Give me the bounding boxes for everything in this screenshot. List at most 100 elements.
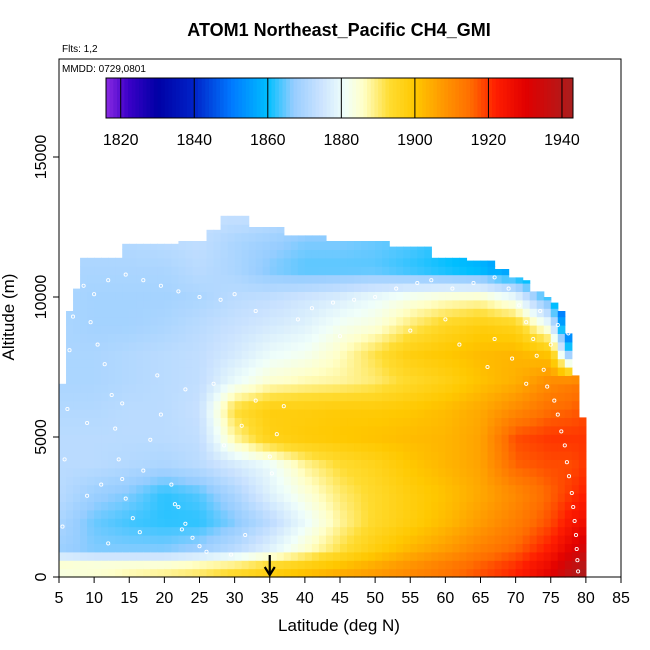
heatmap-cell: [403, 257, 411, 267]
heatmap-cell: [382, 560, 390, 570]
heatmap-cell: [375, 291, 383, 301]
heatmap-cell: [375, 308, 383, 318]
heatmap-cell: [87, 350, 95, 360]
heatmap-cell: [354, 434, 362, 444]
heatmap-cell: [87, 308, 95, 318]
sample-point: [243, 532, 248, 538]
heatmap-cell: [410, 526, 418, 536]
heatmap-cell: [66, 350, 74, 360]
heatmap-cell: [480, 476, 489, 486]
heatmap-cell: [234, 367, 243, 376]
heatmap-cell: [297, 358, 306, 368]
heatmap-cell: [262, 367, 271, 376]
heatmap-cell: [522, 501, 531, 511]
heatmap-cell: [459, 283, 468, 292]
heatmap-cell: [543, 451, 552, 460]
heatmap-cell: [136, 291, 144, 301]
heatmap-cell: [347, 291, 355, 301]
heatmap-cell: [529, 467, 538, 477]
heatmap-cell: [431, 350, 439, 360]
heatmap-cell: [276, 257, 285, 267]
y-tick-label: 0: [33, 572, 50, 581]
heatmap-cell: [213, 434, 222, 444]
x-tick-label: 85: [612, 590, 630, 607]
heatmap-cell: [501, 417, 510, 427]
heatmap-cell: [248, 308, 257, 318]
heatmap-cell: [571, 568, 580, 578]
heatmap-cell: [410, 274, 418, 284]
heatmap-cell: [290, 425, 299, 435]
heatmap-cell: [438, 350, 446, 360]
heatmap-cell: [318, 560, 327, 570]
heatmap-cell: [73, 325, 81, 334]
heatmap-cell: [199, 535, 208, 544]
heatmap-cell: [115, 535, 123, 544]
sample-point: [197, 544, 202, 549]
heatmap-cell: [515, 493, 524, 502]
heatmap-cell: [515, 459, 524, 469]
heatmap-cell: [241, 299, 250, 309]
heatmap-cell: [508, 451, 517, 460]
heatmap-cell: [171, 308, 180, 318]
heatmap-cell: [403, 367, 411, 376]
heatmap-cell: [438, 299, 446, 309]
heatmap-cell: [424, 476, 432, 486]
heatmap-cell: [157, 535, 165, 544]
heatmap-cell: [206, 392, 215, 402]
heatmap-cell: [473, 501, 482, 511]
heatmap-cell: [108, 493, 116, 502]
heatmap-cell: [66, 358, 74, 368]
heatmap-cell: [206, 509, 215, 519]
heatmap-cell: [283, 417, 292, 427]
heatmap-cell: [122, 257, 130, 267]
heatmap-cell: [431, 266, 439, 276]
heatmap-cell: [136, 308, 144, 318]
heatmap-cell: [248, 358, 257, 368]
heatmap-cell: [382, 325, 390, 334]
heatmap-cell: [178, 543, 187, 553]
heatmap-cell: [192, 375, 201, 385]
sample-point: [85, 420, 90, 426]
heatmap-cell: [178, 341, 187, 351]
heatmap-cell: [262, 266, 271, 276]
heatmap-cell: [396, 434, 404, 444]
heatmap-cell: [178, 484, 187, 494]
heatmap-cell: [248, 526, 257, 536]
heatmap-cell: [389, 400, 397, 410]
heatmap-cell: [143, 316, 151, 326]
heatmap-cell: [150, 417, 158, 427]
heatmap-cell: [262, 333, 271, 343]
heatmap-cell: [424, 518, 432, 528]
sample-point: [183, 387, 188, 392]
heatmap-cell: [340, 299, 348, 309]
heatmap-cell: [318, 417, 327, 427]
heatmap-cell: [227, 484, 236, 494]
heatmap-cell: [276, 341, 285, 351]
heatmap-cell: [550, 535, 559, 544]
heatmap-cell: [473, 299, 482, 309]
heatmap-cell: [508, 409, 517, 418]
heatmap-cell: [304, 235, 313, 242]
heatmap-cell: [283, 308, 292, 318]
heatmap-cell: [227, 526, 236, 536]
heatmap-cell: [178, 257, 187, 267]
colorbar-segment: [492, 78, 497, 118]
heatmap-cell: [227, 232, 236, 242]
heatmap-cell: [389, 551, 397, 561]
heatmap-cell: [311, 484, 320, 494]
colorbar-segment: [455, 78, 460, 118]
colorbar-tick-label: 1920: [471, 132, 507, 149]
heatmap-cell: [115, 509, 123, 519]
heatmap-cell: [255, 232, 264, 242]
heatmap-cell: [431, 451, 439, 460]
heatmap-cell: [234, 232, 243, 242]
heatmap-cell: [354, 400, 362, 410]
heatmap-cell: [269, 451, 278, 460]
heatmap-cell: [473, 375, 482, 385]
heatmap-cell: [522, 299, 531, 309]
heatmap-cell: [94, 551, 102, 561]
colorbar-segment: [234, 78, 239, 118]
heatmap-cell: [290, 484, 299, 494]
heatmap-cell: [332, 274, 341, 284]
heatmap-cell: [480, 425, 489, 435]
